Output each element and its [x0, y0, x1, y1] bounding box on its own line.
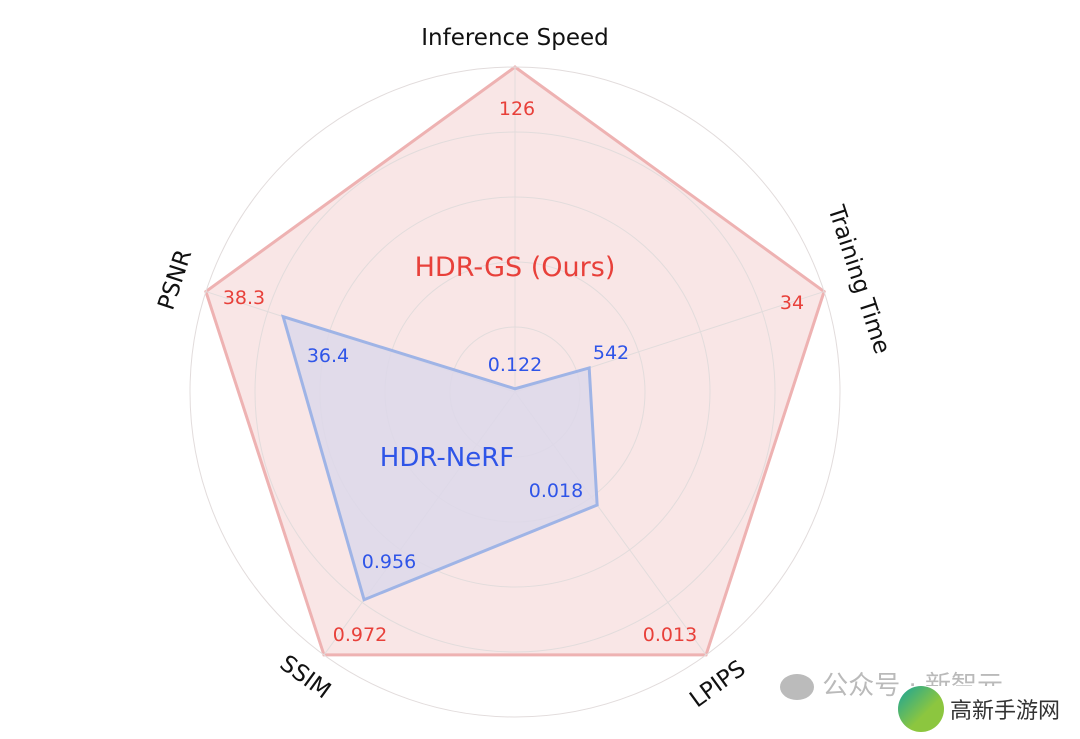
series-label: HDR-GS (Ours) — [415, 252, 616, 283]
axis-label: LPIPS — [685, 656, 750, 713]
value-label: 0.018 — [529, 480, 583, 502]
value-label: 0.972 — [333, 624, 387, 646]
value-label: 0.122 — [488, 354, 542, 376]
logo-icon — [898, 686, 944, 732]
axis-label: Training Time — [822, 201, 895, 357]
series-polygon-hdr-nerf — [280, 314, 599, 602]
value-label: 36.4 — [307, 345, 349, 367]
axis-label: PSNR — [153, 246, 197, 313]
site-logo: 高新手游网 — [898, 686, 1067, 732]
value-label: 0.956 — [362, 551, 416, 573]
value-label: 542 — [593, 342, 629, 364]
value-label: 126 — [499, 98, 535, 120]
axis-label: Inference Speed — [421, 25, 609, 51]
value-label: 38.3 — [223, 287, 265, 309]
wechat-icon — [780, 673, 814, 700]
logo-text: 高新手游网 — [950, 699, 1061, 724]
series-label: HDR-NeRF — [380, 443, 514, 473]
axis-label: SSIM — [275, 650, 335, 704]
value-label: 0.013 — [643, 624, 697, 646]
value-label: 34 — [780, 292, 804, 314]
